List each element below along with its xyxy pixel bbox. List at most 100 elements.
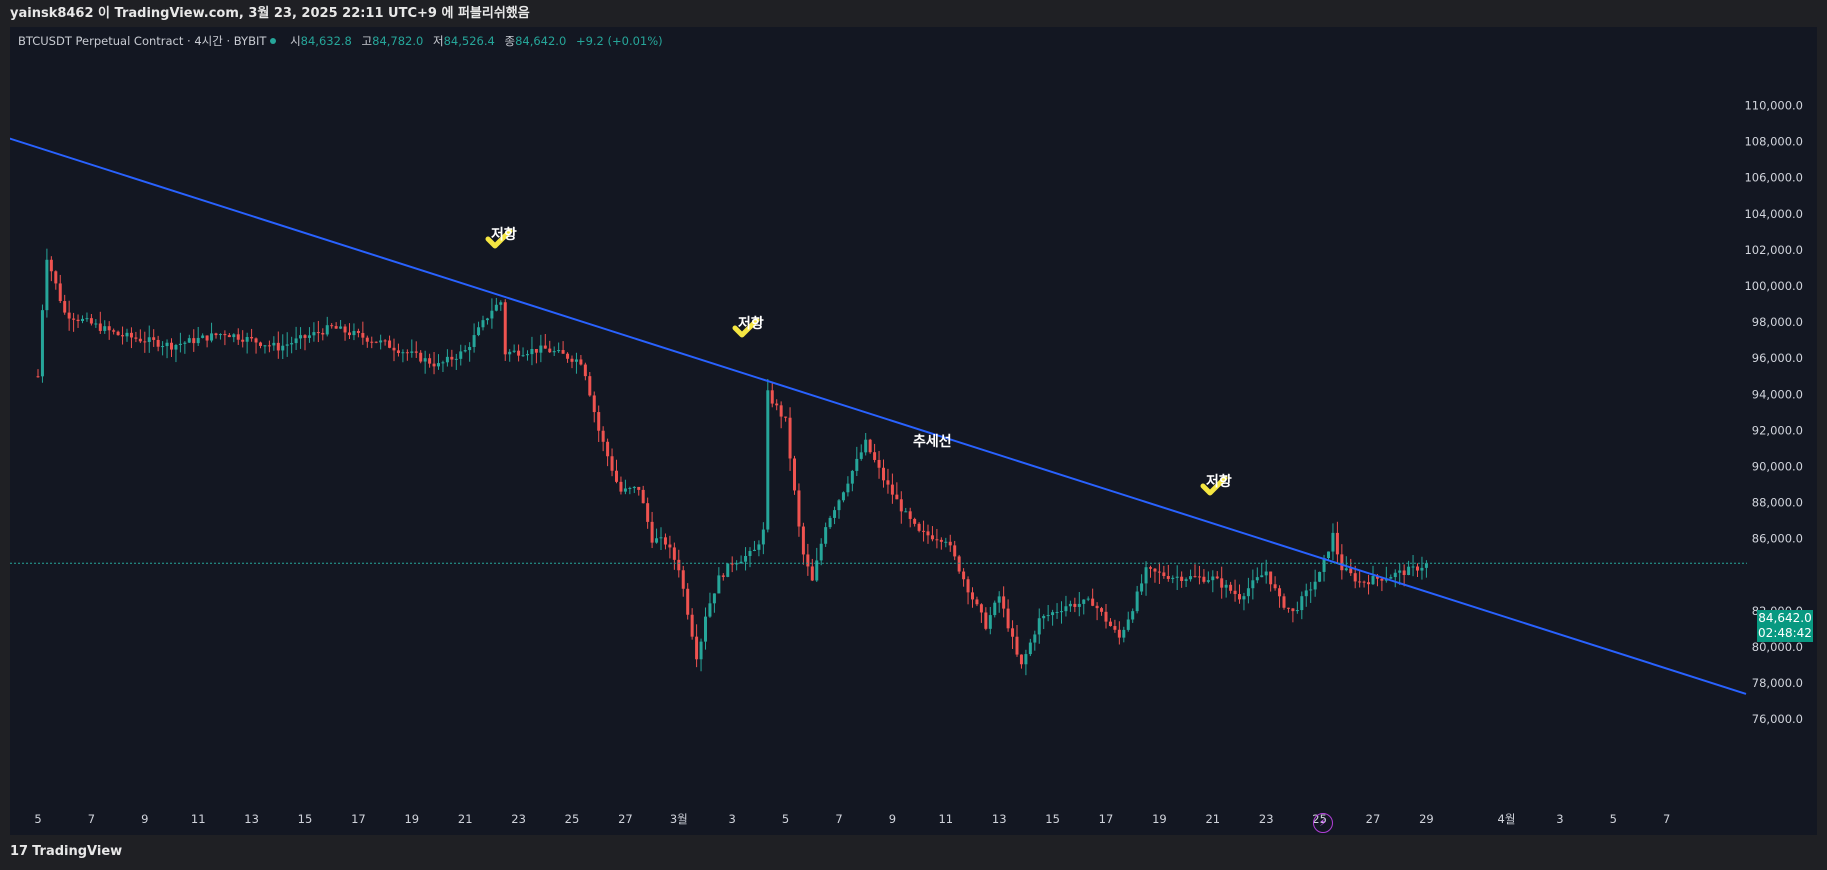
- candle-body: [748, 550, 752, 557]
- y-tick-label: 98,000.0: [1752, 315, 1803, 329]
- candle-body: [913, 518, 917, 524]
- candle-body: [1340, 554, 1344, 571]
- high-label: 고: [361, 34, 373, 48]
- x-tick-label: 15: [1045, 812, 1060, 826]
- candle-body: [499, 302, 503, 305]
- candle-body: [1073, 603, 1077, 607]
- trendline[interactable]: [10, 137, 1747, 695]
- candle-body: [1037, 618, 1041, 635]
- candle-body: [521, 355, 525, 357]
- candle-body: [859, 452, 863, 459]
- resistance-label-1: 저항: [491, 227, 517, 243]
- candle-body: [334, 326, 338, 329]
- candle-body: [1402, 570, 1406, 576]
- candle-body: [1131, 611, 1135, 620]
- x-tick-label: 3: [1556, 812, 1563, 826]
- candle-body: [178, 343, 182, 345]
- candle-body: [704, 616, 707, 642]
- candle-body: [623, 488, 627, 492]
- x-tick-label: 27: [618, 812, 633, 826]
- candle-body: [1033, 634, 1037, 643]
- candle-body: [98, 323, 102, 331]
- chart-pane[interactable]: 110,000.0 108,000.0 106,000.0 104,000.0 102,…: [10, 27, 1817, 835]
- candle-body: [1375, 576, 1379, 579]
- candle-body: [1215, 576, 1219, 579]
- candle-body: [445, 356, 449, 363]
- candle-body: [85, 318, 89, 320]
- x-tick-label: 21: [458, 812, 473, 826]
- candle-body: [948, 541, 952, 546]
- candle-body: [1362, 581, 1366, 583]
- candlestick-chart[interactable]: 110,000.0 108,000.0 106,000.0 104,000.0 102,…: [10, 27, 1817, 835]
- candle-body: [1318, 571, 1322, 582]
- y-tick-label: 78,000.0: [1752, 676, 1803, 690]
- resistance-label-2: 저항: [738, 316, 764, 332]
- candle-body: [730, 563, 734, 565]
- y-tick-label: 104,000.0: [1744, 207, 1803, 221]
- candle-body: [695, 636, 699, 660]
- candle-body: [263, 345, 267, 347]
- candle-body: [930, 535, 934, 540]
- candle-body: [472, 335, 476, 347]
- candle-body: [94, 323, 98, 325]
- x-tick-label: 9: [141, 812, 148, 826]
- candle-body: [1206, 580, 1210, 582]
- candle-body: [868, 439, 872, 453]
- candle-body: [352, 330, 356, 336]
- tradingview-brand: TradingView: [32, 844, 123, 859]
- candle-body: [1344, 568, 1348, 571]
- x-tick-label: 3: [729, 812, 736, 826]
- y-tick-label: 76,000.0: [1752, 712, 1803, 726]
- candle-body: [1393, 572, 1397, 578]
- tradingview-logo-icon: 17: [10, 844, 29, 859]
- candle-body: [815, 560, 819, 581]
- candle-body: [419, 352, 423, 362]
- candle-body: [1175, 576, 1179, 578]
- candles: [36, 248, 1428, 676]
- candle-body: [1295, 610, 1299, 612]
- candle-body: [641, 489, 645, 504]
- candle-body: [1371, 576, 1375, 585]
- candle-body: [165, 342, 169, 347]
- candle-body: [1046, 615, 1050, 617]
- candle-body: [1122, 629, 1126, 638]
- candle-body: [606, 441, 610, 457]
- candle-body: [290, 343, 294, 345]
- x-tick-label: 17: [1099, 812, 1114, 826]
- candle-body: [392, 347, 396, 351]
- candle-body: [904, 511, 908, 513]
- candle-body: [810, 566, 814, 581]
- candle-body: [873, 452, 877, 460]
- y-tick-label: 110,000.0: [1744, 99, 1803, 113]
- candle-body: [1358, 581, 1362, 583]
- candle-body: [147, 337, 151, 343]
- candle-body: [659, 537, 663, 539]
- y-tick-label: 106,000.0: [1744, 171, 1803, 185]
- y-tick-label: 102,000.0: [1744, 243, 1803, 257]
- candle-body: [615, 470, 618, 482]
- candle-body: [637, 486, 641, 490]
- symbol-name: BTCUSDT Perpetual Contract · 4시간 · BYBIT: [18, 34, 267, 48]
- lightning-icon[interactable]: ⚡: [1313, 813, 1333, 833]
- y-tick-label: 92,000.0: [1752, 423, 1803, 437]
- candle-body: [383, 340, 387, 342]
- candle-body: [1189, 576, 1193, 580]
- open-value: 84,632.8: [300, 34, 352, 48]
- candle-body: [81, 318, 84, 322]
- candle-body: [303, 335, 307, 338]
- low-label: 저: [433, 34, 444, 48]
- x-tick-label: 7: [835, 812, 842, 826]
- candle-body: [1166, 576, 1170, 579]
- candle-body: [63, 301, 67, 313]
- candle-body: [939, 539, 943, 542]
- candle-body: [557, 350, 561, 352]
- x-tick-label: 7: [88, 812, 95, 826]
- change-value: +9.2 (+0.01%): [575, 34, 663, 48]
- candle-body: [218, 334, 222, 336]
- candle-body: [1082, 599, 1086, 604]
- tradingview-logo[interactable]: 17 TradingView: [10, 844, 122, 859]
- candle-body: [325, 325, 329, 335]
- candle-body: [712, 593, 716, 604]
- candle-body: [806, 554, 810, 567]
- candle-body: [752, 549, 756, 551]
